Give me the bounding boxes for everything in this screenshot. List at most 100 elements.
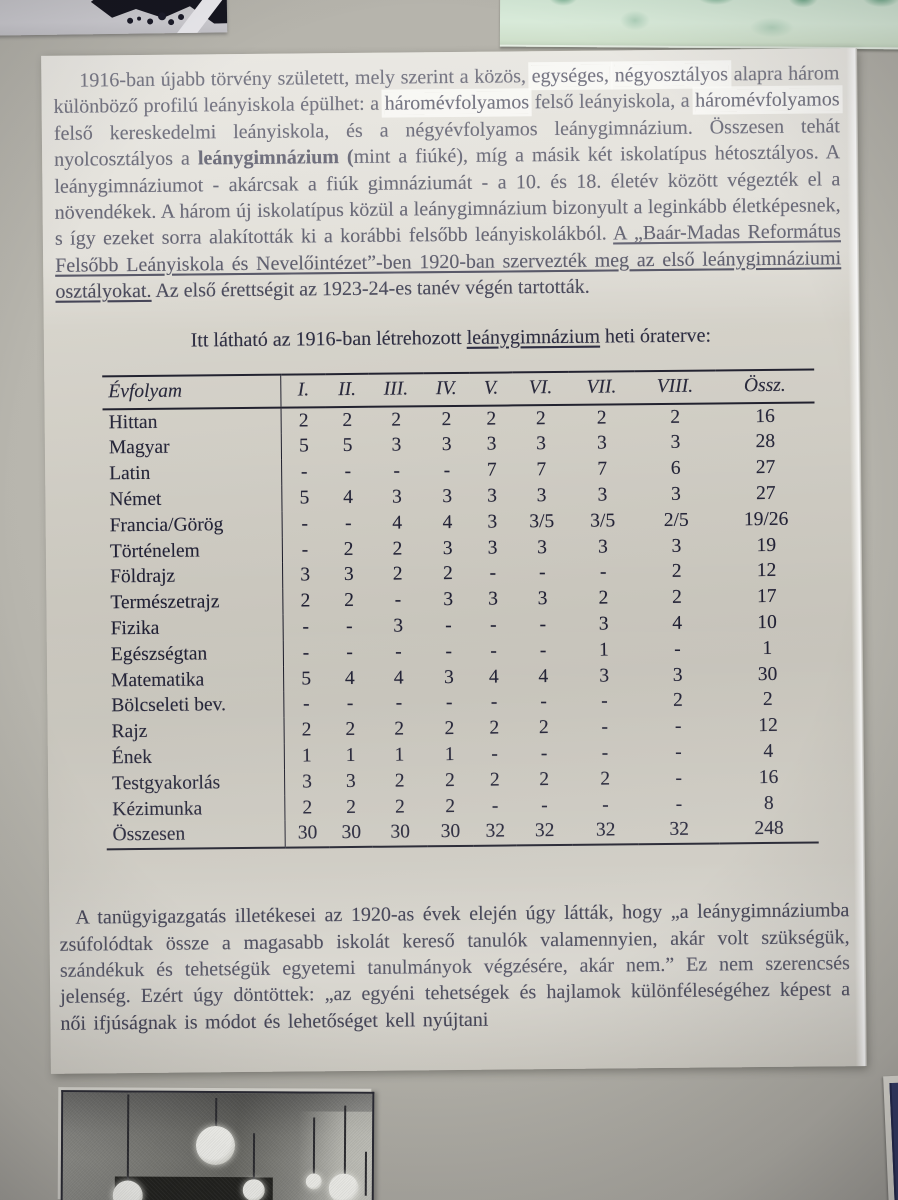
value-cell: 3 [671, 535, 682, 557]
value-cell: - [344, 461, 352, 483]
photo-green-spot [749, 17, 795, 38]
subject-cell: Magyar [102, 434, 282, 462]
value-cell: 3 [536, 433, 547, 455]
value-cell: 5 [342, 435, 353, 457]
text-run: Az első érettségit az 1923-24-es tanév v… [151, 275, 590, 303]
value-cell: 3 [391, 434, 402, 457]
value-cell: 6 [670, 458, 681, 480]
value-cell: 3 [597, 536, 608, 558]
value-cell: 16 [755, 405, 775, 427]
value-cell: 27 [755, 457, 776, 479]
value-cell: - [675, 767, 683, 789]
value-cell: 4 [344, 667, 355, 689]
value-cell: 1 [301, 745, 312, 767]
value-cell: - [538, 562, 546, 584]
value-cell: 3 [391, 486, 402, 508]
photo-grain [62, 1092, 373, 1200]
table-caption: Itt látható az 1916-ban létrehozott leán… [74, 323, 828, 353]
subject-cell: Hittan [102, 407, 282, 436]
value-cell: - [300, 461, 308, 483]
value-cell: - [302, 616, 309, 638]
value-cell: 2 [391, 409, 402, 431]
value-cell: 2 [345, 719, 356, 741]
value-cell: - [445, 692, 453, 714]
value-cell: 1 [345, 744, 356, 767]
text-run: háromévfolyamos [695, 88, 840, 113]
paragraph-1916-law: 1916-ban újabb törvény született, mely s… [53, 60, 842, 305]
value-cell: 4 [672, 612, 683, 634]
value-cell: 7 [597, 458, 608, 480]
value-cell: 3 [670, 432, 681, 454]
text-run: A tanügyigazgatás illetékesei az 1920-as… [59, 899, 851, 1035]
value-cell: 32 [638, 816, 720, 845]
value-cell: 4 [488, 666, 499, 688]
value-cell: 32 [516, 818, 573, 846]
value-cell: - [540, 691, 547, 713]
value-cell: - [540, 743, 548, 765]
value-cell: 3 [487, 511, 498, 533]
header-subject-cell: Évfolyam [102, 374, 282, 410]
subject-cell: Francia/Görög [103, 511, 283, 539]
value-cell: 2 [343, 538, 354, 560]
value-cell: 10 [757, 611, 777, 634]
value-cell: - [539, 639, 547, 661]
value-cell: 30 [329, 820, 374, 848]
text-run: egységes, [531, 64, 610, 88]
value-cell: - [302, 642, 310, 664]
text-run: négyosztályos [614, 63, 729, 87]
subject-cell: Rajz [105, 717, 285, 746]
photo-green-spot [788, 0, 819, 8]
value-cell: - [491, 743, 498, 765]
value-cell: - [490, 692, 498, 714]
value-cell: 2 [394, 796, 405, 818]
text-run: leánygimnázium ( [197, 146, 354, 170]
value-cell: 3 [537, 536, 548, 558]
value-cell: 1 [394, 744, 405, 766]
top-right-photo-fragment [499, 0, 898, 50]
value-cell: - [346, 615, 353, 638]
value-cell: 7 [536, 459, 547, 481]
header-grade-cell: I. [280, 373, 326, 408]
value-cell: - [490, 640, 497, 662]
value-cell: 12 [756, 560, 777, 582]
value-cell: 3 [671, 483, 681, 505]
value-cell: 2 [394, 770, 405, 792]
value-cell: 5 [299, 487, 310, 509]
value-cell: 3 [443, 666, 454, 688]
value-cell: 2 [671, 587, 682, 609]
value-cell: - [394, 589, 402, 611]
value-cell: 3 [443, 589, 454, 611]
value-cell: 17 [757, 586, 777, 608]
value-cell: 2 [346, 796, 357, 818]
value-cell: 2 [444, 769, 455, 791]
value-cell: - [395, 641, 402, 663]
header-grade-cell: V. [469, 372, 513, 406]
value-cell: - [301, 539, 309, 561]
value-cell: 3 [598, 613, 609, 635]
value-cell: 32 [572, 817, 639, 846]
photo-green-spot [548, 0, 579, 7]
subject-cell: Kézimunka [106, 795, 285, 823]
value-cell: - [599, 561, 607, 584]
value-cell: 2 [441, 408, 452, 430]
value-cell: 2 [539, 768, 550, 790]
header-grade-cell: VI. [512, 371, 569, 406]
value-cell: 3 [441, 434, 452, 456]
value-cell: 3 [345, 770, 356, 792]
value-cell: 32 [473, 818, 518, 847]
value-cell: 3 [442, 486, 453, 508]
value-cell: 3 [486, 434, 497, 456]
value-cell: 2 [489, 769, 500, 791]
value-cell: 3 [488, 588, 499, 610]
value-cell: - [491, 795, 499, 817]
value-cell: - [674, 638, 681, 660]
value-cell: 19/26 [743, 508, 789, 531]
value-cell: - [674, 716, 682, 738]
text-run: felső leányiskola, a [528, 90, 696, 114]
value-cell: 2 [392, 563, 403, 586]
top-left-photo-fragment [0, 0, 228, 36]
value-cell: 2 [302, 796, 313, 819]
value-cell: 2/5 [663, 509, 689, 531]
value-cell: 3 [536, 485, 547, 507]
value-cell: - [445, 640, 453, 662]
